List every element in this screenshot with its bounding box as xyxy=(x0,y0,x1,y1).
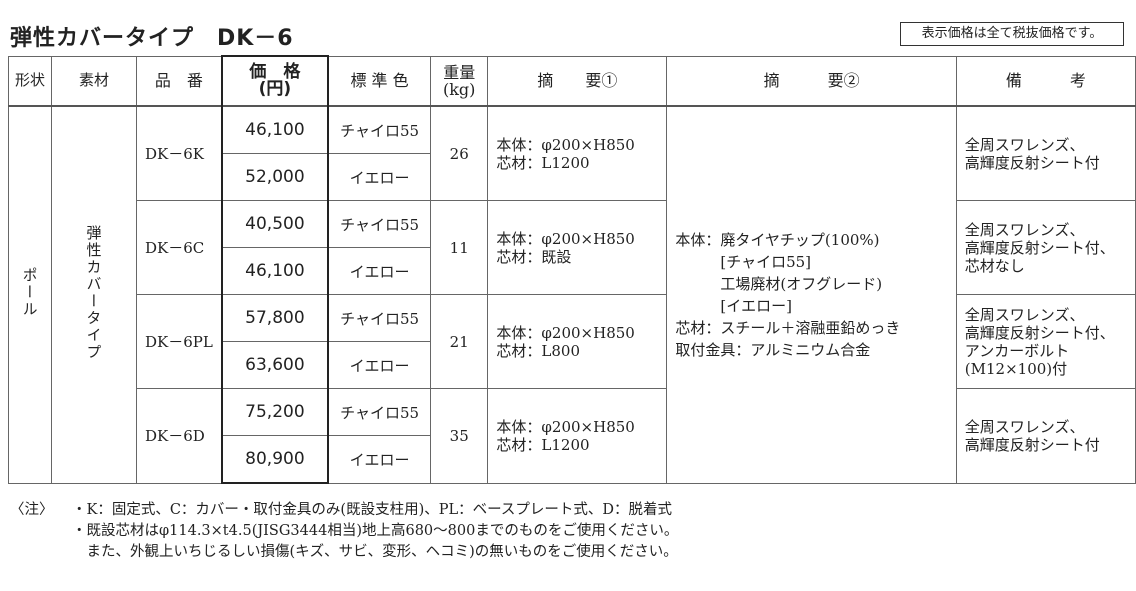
price-unit: (円) xyxy=(258,79,292,99)
color: イエロー xyxy=(327,435,432,484)
header-row: 形状 素材 品 番 価 格 (円) 標 準 色 重量 (kg) 摘 要① 摘 要② … xyxy=(8,55,1136,107)
price: 46,100 xyxy=(220,247,330,295)
weight-label: 重量 xyxy=(443,62,476,82)
col-weight: 重量 (kg) xyxy=(429,55,489,107)
tax-notice: 表示価格は全て税抜価格です。 xyxy=(900,22,1124,46)
color: チャイロ55 xyxy=(327,388,432,436)
col-material: 素材 xyxy=(51,55,137,107)
table-row: DK－6PL 57,800 チャイロ55 21 本体：φ200×H850 芯材：L800… xyxy=(9,294,1136,389)
weight: 11 xyxy=(429,200,489,295)
page-title: 弾性カバータイプ DK－6 xyxy=(10,26,294,51)
table-row: 63,600 イエロー xyxy=(9,341,1136,389)
shape-text: ポール xyxy=(20,267,39,319)
weight-unit: (kg) xyxy=(442,79,476,99)
shape-cell: ポール xyxy=(8,105,52,484)
part-number: DK－6D xyxy=(135,388,223,484)
notes: 〈注〉 ・K：固定式、C：カバー・取付金具のみ(既設支柱用)、PL：ベースプレート… xyxy=(10,500,678,563)
part-number: DK－6C xyxy=(135,200,223,295)
note-line: ・K：固定式、C：カバー・取付金具のみ(既設支柱用)、PL：ベースプレート式、D… xyxy=(72,502,673,518)
price: 57,800 xyxy=(220,294,330,342)
product-table: 形状 素材 品 番 価 格 (円) 標 準 色 重量 (kg) 摘 要① 摘 要② … xyxy=(8,55,1136,484)
part-number: DK－6PL xyxy=(135,294,223,389)
color: チャイロ55 xyxy=(327,294,432,342)
price: 63,600 xyxy=(220,341,330,389)
table-row: 52,000 イエロー xyxy=(9,153,1136,201)
color: イエロー xyxy=(327,341,432,389)
summary1: 本体：φ200×H850 芯材：L800 xyxy=(487,294,668,389)
remarks: 全周スワレンズ、 高輝度反射シート付 xyxy=(955,105,1136,201)
summary2: 本体：廃タイヤチップ(100%) [チャイロ55] 工場廃材(オフグレード) [… xyxy=(666,105,957,484)
part-number: DK－6K xyxy=(135,105,223,201)
price: 52,000 xyxy=(220,153,330,201)
material-cell: 弾性カバータイプ xyxy=(51,105,137,484)
material-text: 弾性カバータイプ xyxy=(84,224,103,361)
summary1: 本体：φ200×H850 芯材：L1200 xyxy=(487,105,668,201)
price: 80,900 xyxy=(220,435,330,484)
price: 46,100 xyxy=(220,105,330,154)
col-part: 品 番 xyxy=(135,55,223,107)
weight: 35 xyxy=(429,388,489,484)
price: 40,500 xyxy=(220,200,330,248)
summary1: 本体：φ200×H850 芯材：L1200 xyxy=(487,388,668,484)
col-price: 価 格 (円) xyxy=(220,55,330,107)
col-remarks: 備 考 xyxy=(955,55,1136,107)
color: イエロー xyxy=(327,153,432,201)
color: イエロー xyxy=(327,247,432,295)
color: チャイロ55 xyxy=(327,105,432,154)
col-summary1: 摘 要① xyxy=(487,55,668,107)
table-row: DK－6C 40,500 チャイロ55 11 本体：φ200×H850 芯材：既設 全周ス… xyxy=(9,200,1136,295)
col-color: 標 準 色 xyxy=(327,55,432,107)
col-summary2: 摘 要② xyxy=(666,55,957,107)
table-row: 46,100 イエロー xyxy=(9,247,1136,295)
price: 75,200 xyxy=(220,388,330,436)
notes-label: 〈注〉 xyxy=(10,502,54,518)
note-line: ・既設芯材はφ114.3×t4.5(JISG3444相当)地上高680～800ま… xyxy=(72,523,679,539)
note-line: また、外観上いちじるしい損傷(キズ、サビ、変形、ヘコミ)の無いものをご使用くださ… xyxy=(72,544,678,560)
summary1: 本体：φ200×H850 芯材：既設 xyxy=(487,200,668,295)
price-label: 価 格 xyxy=(249,62,301,82)
weight: 26 xyxy=(429,105,489,201)
remarks: 全周スワレンズ、 高輝度反射シート付、 芯材なし xyxy=(955,200,1136,295)
table-row: DK－6D 75,200 チャイロ55 35 本体：φ200×H850 芯材：L1200… xyxy=(9,388,1136,484)
remarks: 全周スワレンズ、 高輝度反射シート付 xyxy=(955,388,1136,484)
remarks: 全周スワレンズ、 高輝度反射シート付、 アンカーボルト (M12×100)付 xyxy=(955,294,1136,389)
table-row: 80,900 イエロー xyxy=(9,435,1136,484)
col-shape: 形状 xyxy=(8,55,52,107)
table-row: ポール 弾性カバータイプ DK－6K 46,100 チャイロ55 26 本体：φ200×H8… xyxy=(8,105,1136,484)
color: チャイロ55 xyxy=(327,200,432,248)
weight: 21 xyxy=(429,294,489,389)
